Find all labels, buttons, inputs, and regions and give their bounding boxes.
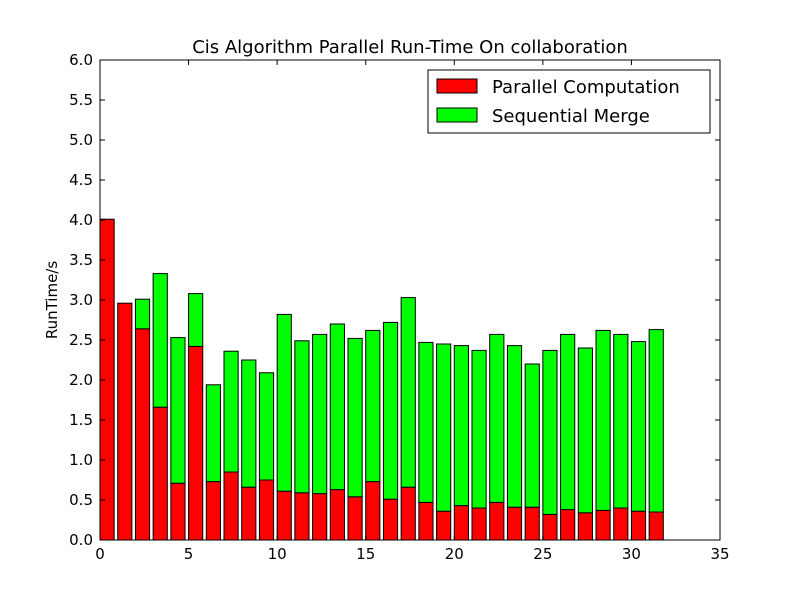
bar-parallel-16 bbox=[365, 481, 381, 541]
chart-title: Cis Algorithm Parallel Run-Time On colla… bbox=[192, 37, 628, 58]
x-tick-label-25: 25 bbox=[533, 545, 552, 563]
bar-sequential-30 bbox=[613, 333, 629, 509]
bar-parallel-28 bbox=[577, 512, 593, 541]
legend: Parallel Computation Sequential Merge bbox=[427, 69, 711, 134]
bar-sequential-23 bbox=[489, 333, 505, 503]
bar-parallel-13 bbox=[312, 493, 328, 541]
x-tick-label-20: 20 bbox=[445, 545, 464, 563]
bar-parallel-17 bbox=[382, 498, 399, 541]
legend-swatch-parallel bbox=[436, 78, 478, 94]
bar-parallel-31 bbox=[630, 510, 647, 541]
legend-label-parallel: Parallel Computation bbox=[492, 77, 680, 98]
bar-parallel-9 bbox=[241, 486, 257, 541]
bar-sequential-15 bbox=[347, 337, 363, 498]
bar-sequential-14 bbox=[329, 323, 345, 491]
bar-parallel-15 bbox=[347, 496, 363, 541]
bar-parallel-21 bbox=[453, 505, 469, 541]
bar-sequential-20 bbox=[436, 343, 452, 512]
y-tick-label-5.5: 5.5 bbox=[69, 91, 93, 109]
bar-sequential-8 bbox=[223, 350, 239, 473]
y-tick-label-1.5: 1.5 bbox=[69, 411, 93, 429]
bar-parallel-8 bbox=[223, 471, 239, 541]
bar-parallel-25 bbox=[524, 506, 540, 541]
y-tick-label-0.0: 0.0 bbox=[69, 531, 93, 549]
bar-parallel-5 bbox=[170, 482, 186, 541]
bar-sequential-10 bbox=[258, 372, 275, 481]
bar-sequential-11 bbox=[276, 313, 292, 492]
ticks-group: 0 5 10 15 20 25 30 35 0.0 0.5 1.0 1.5 2.0 2.5 3.0 3.5 4.… bbox=[69, 51, 729, 563]
x-tick-label-10: 10 bbox=[268, 545, 287, 563]
x-tick-label-5: 5 bbox=[184, 545, 194, 563]
bar-parallel-26 bbox=[542, 513, 558, 541]
bar-parallel-24 bbox=[506, 506, 523, 541]
y-tick-label-2.0: 2.0 bbox=[69, 371, 93, 389]
y-tick-label-3.0: 3.0 bbox=[69, 291, 93, 309]
bar-sequential-5 bbox=[170, 337, 186, 484]
bar-parallel-3 bbox=[134, 328, 151, 541]
bar-parallel-7 bbox=[205, 481, 221, 541]
bar-sequential-29 bbox=[595, 329, 611, 511]
bar-sequential-16 bbox=[365, 329, 381, 483]
x-tick-label-15: 15 bbox=[356, 545, 375, 563]
bar-sequential-24 bbox=[506, 345, 523, 508]
bar-parallel-2 bbox=[117, 302, 133, 541]
bar-sequential-17 bbox=[382, 321, 399, 500]
y-tick-label-3.5: 3.5 bbox=[69, 251, 93, 269]
bar-parallel-14 bbox=[329, 489, 345, 541]
y-tick-label-4.5: 4.5 bbox=[69, 171, 93, 189]
bar-sequential-7 bbox=[205, 384, 221, 483]
bar-sequential-27 bbox=[560, 333, 576, 511]
bar-sequential-31 bbox=[630, 341, 647, 512]
bar-sequential-26 bbox=[542, 349, 558, 515]
bar-sequential-13 bbox=[312, 333, 328, 495]
x-tick-label-35: 35 bbox=[710, 545, 729, 563]
bar-parallel-11 bbox=[276, 490, 292, 541]
bar-parallel-20 bbox=[436, 510, 452, 541]
bar-sequential-21 bbox=[453, 345, 469, 507]
bar-parallel-30 bbox=[613, 507, 629, 541]
bar-parallel-12 bbox=[294, 492, 310, 541]
plot-frame bbox=[99, 59, 721, 541]
bar-parallel-32 bbox=[648, 511, 664, 541]
y-tick-label-2.5: 2.5 bbox=[69, 331, 93, 349]
legend-label-sequential: Sequential Merge bbox=[492, 106, 650, 127]
bar-parallel-27 bbox=[560, 509, 576, 541]
bar-sequential-9 bbox=[241, 359, 257, 488]
bar-parallel-23 bbox=[489, 501, 505, 541]
bar-parallel-18 bbox=[400, 486, 416, 541]
bar-sequential-12 bbox=[294, 340, 310, 494]
bar-sequential-22 bbox=[471, 349, 487, 509]
y-tick-label-4.0: 4.0 bbox=[69, 211, 93, 229]
bar-sequential-3 bbox=[134, 298, 151, 330]
bar-parallel-6 bbox=[188, 345, 204, 541]
y-tick-label-0.5: 0.5 bbox=[69, 491, 93, 509]
bar-parallel-29 bbox=[595, 509, 611, 541]
y-tick-label-1.0: 1.0 bbox=[69, 451, 93, 469]
bar-sequential-25 bbox=[524, 363, 540, 508]
bar-sequential-6 bbox=[188, 293, 204, 347]
bar-sequential-28 bbox=[577, 347, 593, 514]
x-tick-label-30: 30 bbox=[622, 545, 641, 563]
y-tick-label-6.0: 6.0 bbox=[69, 51, 93, 69]
legend-swatch-sequential bbox=[436, 107, 478, 123]
bar-sequential-32 bbox=[648, 329, 664, 513]
bar-parallel-22 bbox=[471, 507, 487, 541]
y-axis-label: RunTime/s bbox=[43, 261, 61, 340]
bar-parallel-19 bbox=[418, 501, 434, 541]
bar-sequential-19 bbox=[418, 341, 434, 503]
x-tick-label-0: 0 bbox=[95, 545, 105, 563]
y-tick-label-5.0: 5.0 bbox=[69, 131, 93, 149]
bar-sequential-4 bbox=[152, 273, 168, 408]
bar-parallel-10 bbox=[258, 479, 275, 541]
bar-parallel-4 bbox=[152, 406, 168, 541]
bar-sequential-18 bbox=[400, 297, 416, 488]
